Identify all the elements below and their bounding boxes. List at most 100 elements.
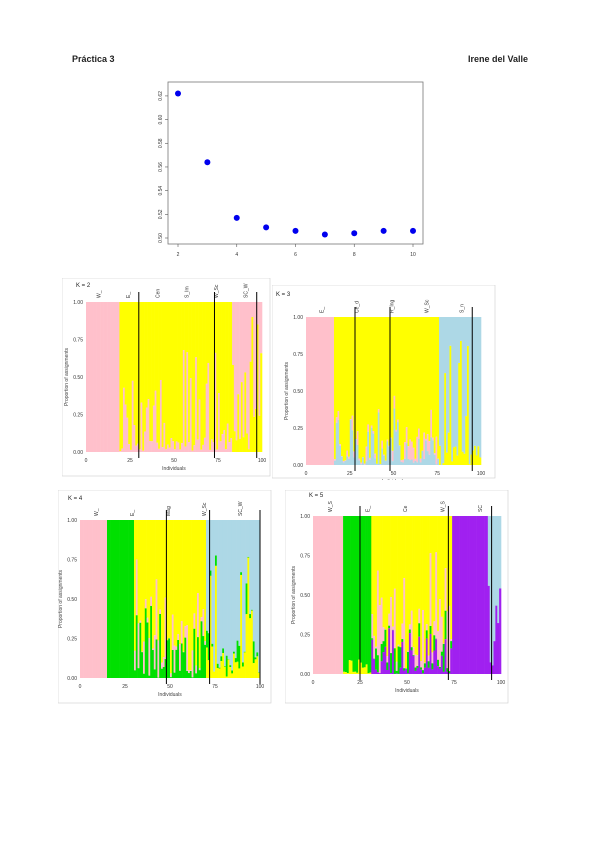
bar-segment xyxy=(166,640,169,678)
bar-segment xyxy=(103,520,106,678)
bar-segment xyxy=(369,516,372,673)
bar-segment xyxy=(218,302,221,393)
bar-segment xyxy=(105,520,108,678)
bar-segment xyxy=(128,302,131,445)
bar-segment xyxy=(388,628,391,674)
x-tick-label: 50 xyxy=(171,458,177,464)
bar-segment xyxy=(418,439,421,465)
x-tick-label: 4 xyxy=(235,252,238,258)
bar-segment xyxy=(425,630,428,639)
bar-segment xyxy=(382,516,385,628)
y-tick-label: 0.62 xyxy=(158,91,164,101)
bar-segment xyxy=(420,669,423,674)
bar-segment xyxy=(474,516,477,674)
bar-segment xyxy=(249,520,252,615)
bar-segment xyxy=(140,402,143,452)
bar-segment xyxy=(380,516,383,598)
bar-segment xyxy=(386,441,389,465)
bar-segment xyxy=(175,520,178,647)
y-tick-label: 0.00 xyxy=(73,450,83,456)
bar-segment xyxy=(377,317,380,410)
bar-segment xyxy=(121,448,124,452)
bar-segment xyxy=(152,405,155,452)
bar-segment xyxy=(374,453,377,459)
y-tick-label: 0.50 xyxy=(67,597,77,603)
bars xyxy=(80,520,261,678)
bar-segment xyxy=(137,302,140,444)
bar-segment xyxy=(145,302,148,408)
bar-segment xyxy=(487,516,491,586)
bar-segment xyxy=(151,441,154,452)
bar-segment xyxy=(440,651,444,656)
bar-segment xyxy=(446,611,449,669)
bar-segment xyxy=(330,317,333,465)
bar-segment xyxy=(212,302,215,443)
bar-segment xyxy=(204,644,207,678)
bar-segment xyxy=(316,516,319,674)
bar-segment xyxy=(193,613,196,629)
bar-segment xyxy=(454,317,457,447)
bar-segment xyxy=(103,302,106,452)
y-tick-label: 0.25 xyxy=(293,426,303,432)
bars xyxy=(86,302,263,452)
bar-segment xyxy=(395,673,398,674)
bar-segment xyxy=(211,520,214,644)
bar-segment xyxy=(384,629,387,630)
bar-segment xyxy=(412,655,415,656)
bar-segment xyxy=(421,451,424,465)
bar-segment xyxy=(212,442,215,452)
bar-segment xyxy=(371,614,374,639)
group-label: W_ xyxy=(94,508,100,516)
bar-segment xyxy=(380,644,383,662)
bar-segment xyxy=(418,516,421,609)
bar-segment xyxy=(240,572,243,575)
bar-segment xyxy=(329,516,333,674)
bar-segment xyxy=(407,673,410,674)
bar-segment xyxy=(395,429,398,432)
bar-segment xyxy=(452,516,455,674)
bar-segment xyxy=(98,302,101,452)
bar-segment xyxy=(446,317,449,453)
bar-segment xyxy=(484,516,487,674)
bar-segment xyxy=(425,317,428,439)
bar-segment xyxy=(397,422,400,465)
bar-segment xyxy=(93,302,96,452)
bar-segment xyxy=(432,317,435,438)
bar-segment xyxy=(444,610,447,640)
bar-segment xyxy=(181,443,184,452)
bar-segment xyxy=(391,626,395,630)
y-tick-label: 0.52 xyxy=(158,209,164,219)
bar-segment xyxy=(342,317,345,461)
bar-segment xyxy=(386,439,389,442)
bar-segment xyxy=(189,671,192,678)
bar-segment xyxy=(429,553,432,626)
bar-segment xyxy=(179,302,182,450)
bar-segment xyxy=(463,317,466,454)
bar-segment xyxy=(430,409,433,438)
bar-segment xyxy=(400,317,403,461)
bar-segment xyxy=(390,438,393,465)
bar-segment xyxy=(210,439,214,452)
bar-segment xyxy=(465,416,468,465)
bar-segment xyxy=(157,520,160,641)
bar-segment xyxy=(166,302,170,445)
bar-segment xyxy=(254,659,257,678)
bar-segment xyxy=(147,399,150,452)
bar-segment xyxy=(460,340,463,465)
bar-segment xyxy=(397,317,400,420)
bar-segment xyxy=(397,419,400,423)
bar-segment xyxy=(440,655,444,674)
bar-segment xyxy=(420,661,423,668)
bar-segment xyxy=(384,629,387,647)
bar-segment xyxy=(414,654,417,668)
bar-segment xyxy=(215,555,218,566)
panel-frame xyxy=(285,490,509,704)
bar-segment xyxy=(391,630,395,674)
bar-segment xyxy=(191,450,194,452)
bar-segment xyxy=(429,516,432,554)
bar-segment xyxy=(487,585,491,674)
bar-segment xyxy=(253,416,256,452)
bar-segment xyxy=(188,670,191,674)
bar-segment xyxy=(139,622,142,678)
bar-segment xyxy=(318,317,321,465)
